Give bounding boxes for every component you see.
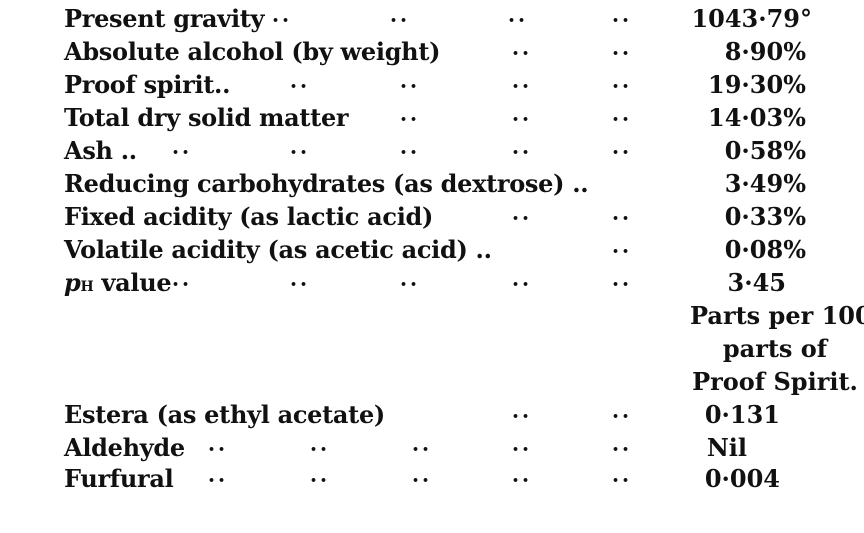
row-value: 1043·79° [691, 4, 812, 33]
leader-dots [290, 68, 310, 103]
leader-dots [412, 431, 432, 466]
row-label: Present gravity [64, 4, 265, 33]
table-row: Aldehyde Nil [0, 431, 864, 464]
leader-dots [172, 134, 192, 169]
unit-header-line: Parts per 100 [0, 299, 864, 332]
leader-dots [310, 431, 330, 466]
leader-dots [208, 462, 228, 497]
row-label: Furfural [64, 464, 174, 493]
ph-symbol: p [64, 268, 81, 297]
unit-header-line: Proof Spirit. [0, 365, 864, 398]
row-label: Absolute alcohol (by weight) [64, 37, 441, 66]
leader-dots [512, 462, 532, 497]
leader-dots [390, 2, 410, 37]
table-row: Furfural 0·004 [0, 462, 864, 495]
leader-dots [612, 462, 632, 497]
table-row: Estera (as ethyl acetate) 0·131 [0, 398, 864, 431]
leader-dots [612, 2, 632, 37]
leader-dots [612, 68, 632, 103]
unit-header-text: parts of [722, 334, 828, 363]
leader-dots [400, 134, 420, 169]
leader-dots [400, 101, 420, 136]
row-label: Aldehyde [64, 433, 185, 462]
leader-dots [612, 266, 632, 301]
table-row: Total dry solid matter 14·03% [0, 101, 864, 134]
table-row: Absolute alcohol (by weight) 8·90% [0, 35, 864, 68]
row-value: 3·45 [727, 268, 786, 297]
unit-header-text: Proof Spirit. [692, 367, 858, 396]
leader-dots [612, 398, 632, 433]
leader-dots [612, 134, 632, 169]
leader-dots [310, 462, 330, 497]
leader-dots [512, 68, 532, 103]
ph-subscript: H [80, 279, 94, 295]
row-value: 19·30% [708, 70, 806, 99]
leader-dots [290, 266, 310, 301]
leader-dots [290, 134, 310, 169]
leader-dots [512, 200, 532, 235]
table-row: Fixed acidity (as lactic acid) 0·33% [0, 200, 864, 233]
row-value: 0·004 [704, 464, 780, 493]
leader-dots [612, 35, 632, 70]
table-row: Reducing carbohydrates (as dextrose) .. … [0, 167, 864, 200]
leader-dots [612, 200, 632, 235]
leader-dots [512, 431, 532, 466]
table-row: pH value 3·45 [0, 266, 864, 299]
row-label: Estera (as ethyl acetate) [64, 400, 385, 429]
leader-dots [400, 266, 420, 301]
row-label: Total dry solid matter [64, 103, 349, 132]
leader-dots [512, 266, 532, 301]
table-row: Present gravity 1043·79° [0, 2, 864, 35]
leader-dots [512, 134, 532, 169]
leader-dots [172, 266, 192, 301]
row-value: 0·33% [724, 202, 806, 231]
table-row: Ash .. 0·58% [0, 134, 864, 167]
row-label: Volatile acidity (as acetic acid) .. [64, 235, 492, 264]
row-label-text: value [93, 268, 172, 297]
leader-dots [612, 101, 632, 136]
row-label: Ash .. [64, 136, 137, 165]
leader-dots [612, 431, 632, 466]
leader-dots [512, 35, 532, 70]
leader-dots [208, 431, 228, 466]
leader-dots [512, 398, 532, 433]
unit-header-line: parts of [0, 332, 864, 365]
leader-dots [400, 68, 420, 103]
row-value: 8·90% [724, 37, 806, 66]
row-label: Fixed acidity (as lactic acid) [64, 202, 434, 231]
row-value: 0·58% [724, 136, 806, 165]
leader-dots [508, 2, 528, 37]
leader-dots [612, 233, 632, 268]
leader-dots [412, 462, 432, 497]
leader-dots [272, 2, 292, 37]
leader-dots [512, 101, 532, 136]
row-label: Reducing carbohydrates (as dextrose) .. [64, 169, 589, 198]
table-row: Volatile acidity (as acetic acid) .. 0·0… [0, 233, 864, 266]
row-label: pH value [64, 266, 172, 304]
row-value: Nil [706, 433, 747, 462]
table-row: Proof spirit.. 19·30% [0, 68, 864, 101]
unit-header-text: Parts per 100 [690, 301, 864, 330]
row-value: 0·131 [704, 400, 780, 429]
row-value: 0·08% [724, 235, 806, 264]
row-label: Proof spirit.. [64, 70, 231, 99]
row-value: 14·03% [708, 103, 806, 132]
row-value: 3·49% [724, 169, 806, 198]
